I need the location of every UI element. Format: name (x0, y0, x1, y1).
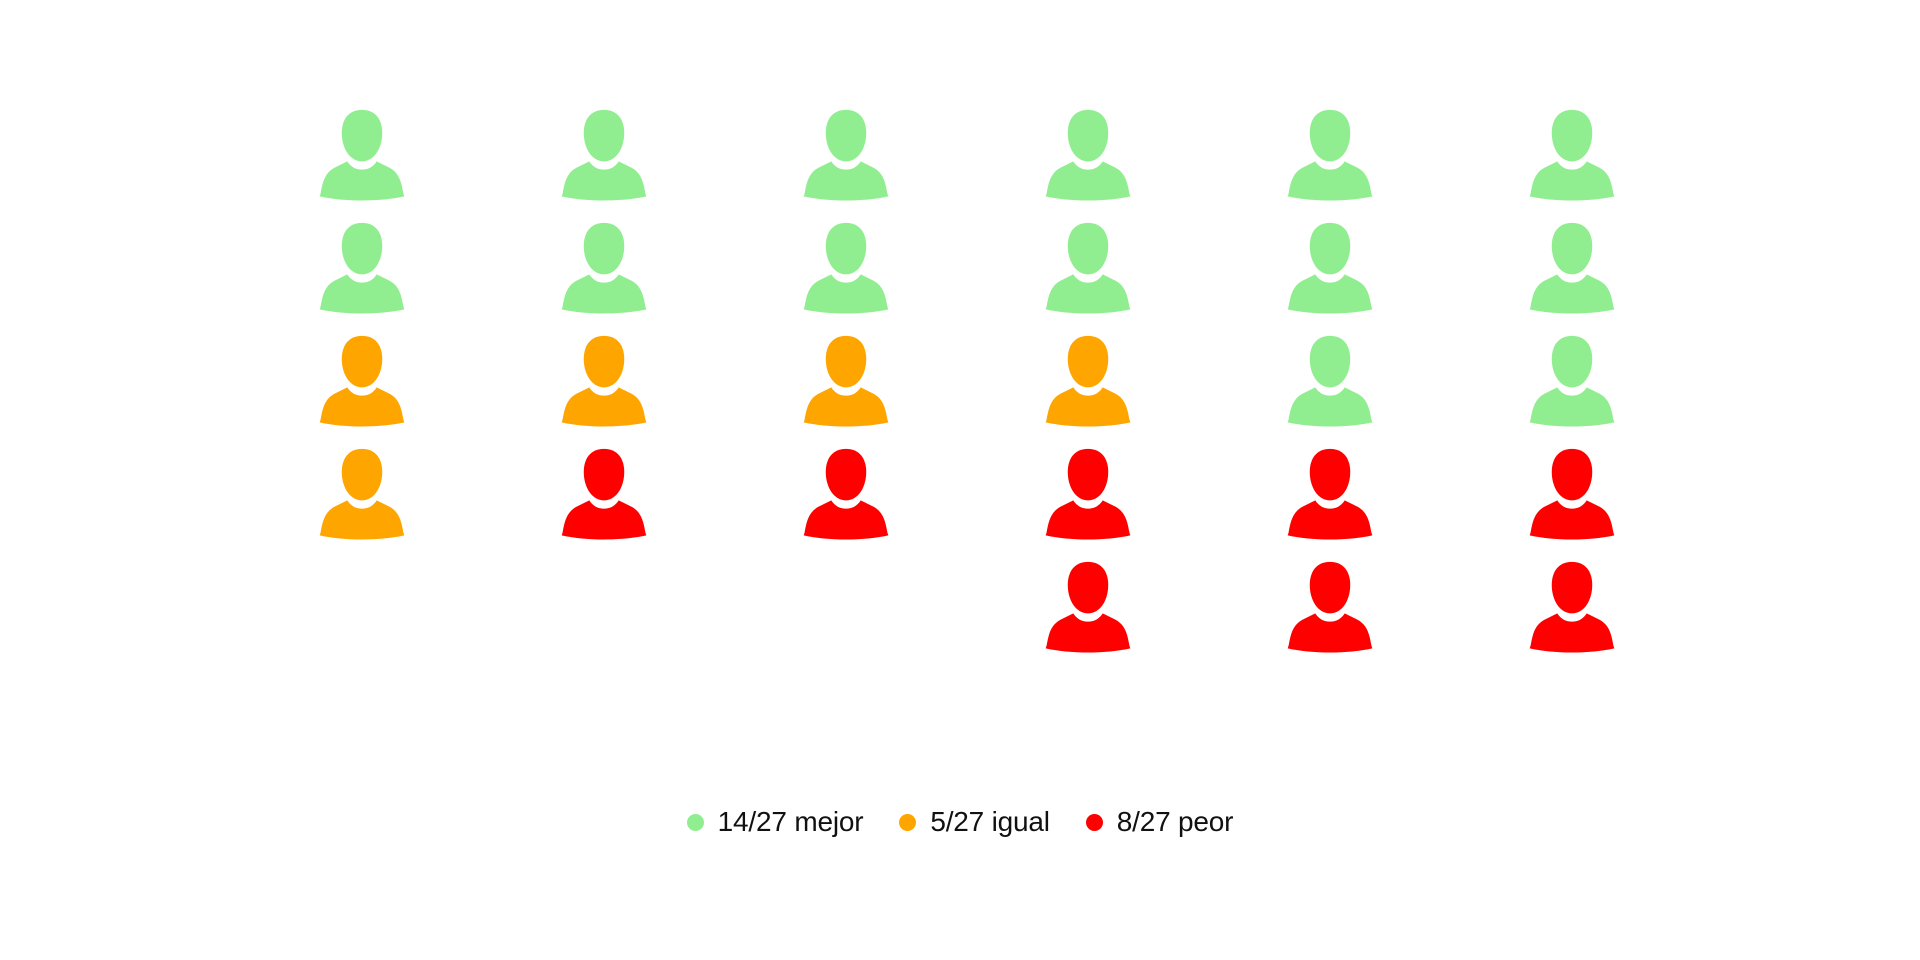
person-icon-mejor (1045, 222, 1131, 314)
person-icon-peor (561, 448, 647, 540)
legend-label-mejor: 14/27 mejor (717, 806, 864, 837)
person-icon-mejor (803, 109, 889, 201)
person-icon-mejor (1529, 109, 1615, 201)
person-icon-mejor (1287, 335, 1373, 427)
legend-swatch-mejor (686, 813, 704, 831)
person-icon-mejor (803, 222, 889, 314)
person-icon-mejor (1529, 335, 1615, 427)
person-icon-mejor (319, 109, 405, 201)
legend-label-igual: 5/27 igual (930, 806, 1050, 837)
person-icon-mejor (319, 222, 405, 314)
person-icon-igual (1045, 335, 1131, 427)
person-icon-peor (1287, 448, 1373, 540)
legend: 14/27 mejor 5/27 igual 8/27 peor (0, 802, 1920, 842)
person-icon-peor (1045, 561, 1131, 653)
legend-item-peor: 8/27 peor (1085, 806, 1234, 838)
person-icon-peor (1045, 448, 1131, 540)
legend-label-peor: 8/27 peor (1116, 806, 1234, 837)
legend-swatch-igual (899, 813, 917, 831)
pictogram-icons (319, 109, 1615, 653)
person-icon-mejor (1529, 222, 1615, 314)
person-icon-peor (803, 448, 889, 540)
person-icon-peor (1287, 561, 1373, 653)
legend-item-igual: 5/27 igual (899, 806, 1050, 838)
legend-item-mejor: 14/27 mejor (686, 806, 864, 838)
person-icon-igual (319, 448, 405, 540)
person-icon-peor (1529, 561, 1615, 653)
person-icon-mejor (1287, 222, 1373, 314)
person-icon-igual (803, 335, 889, 427)
person-icon-igual (561, 335, 647, 427)
person-icon-mejor (561, 222, 647, 314)
person-icon-mejor (1287, 109, 1373, 201)
person-icon-mejor (561, 109, 647, 201)
legend-swatch-peor (1085, 813, 1103, 831)
person-icon-igual (319, 335, 405, 427)
person-icon-mejor (1045, 109, 1131, 201)
person-icon-peor (1529, 448, 1615, 540)
